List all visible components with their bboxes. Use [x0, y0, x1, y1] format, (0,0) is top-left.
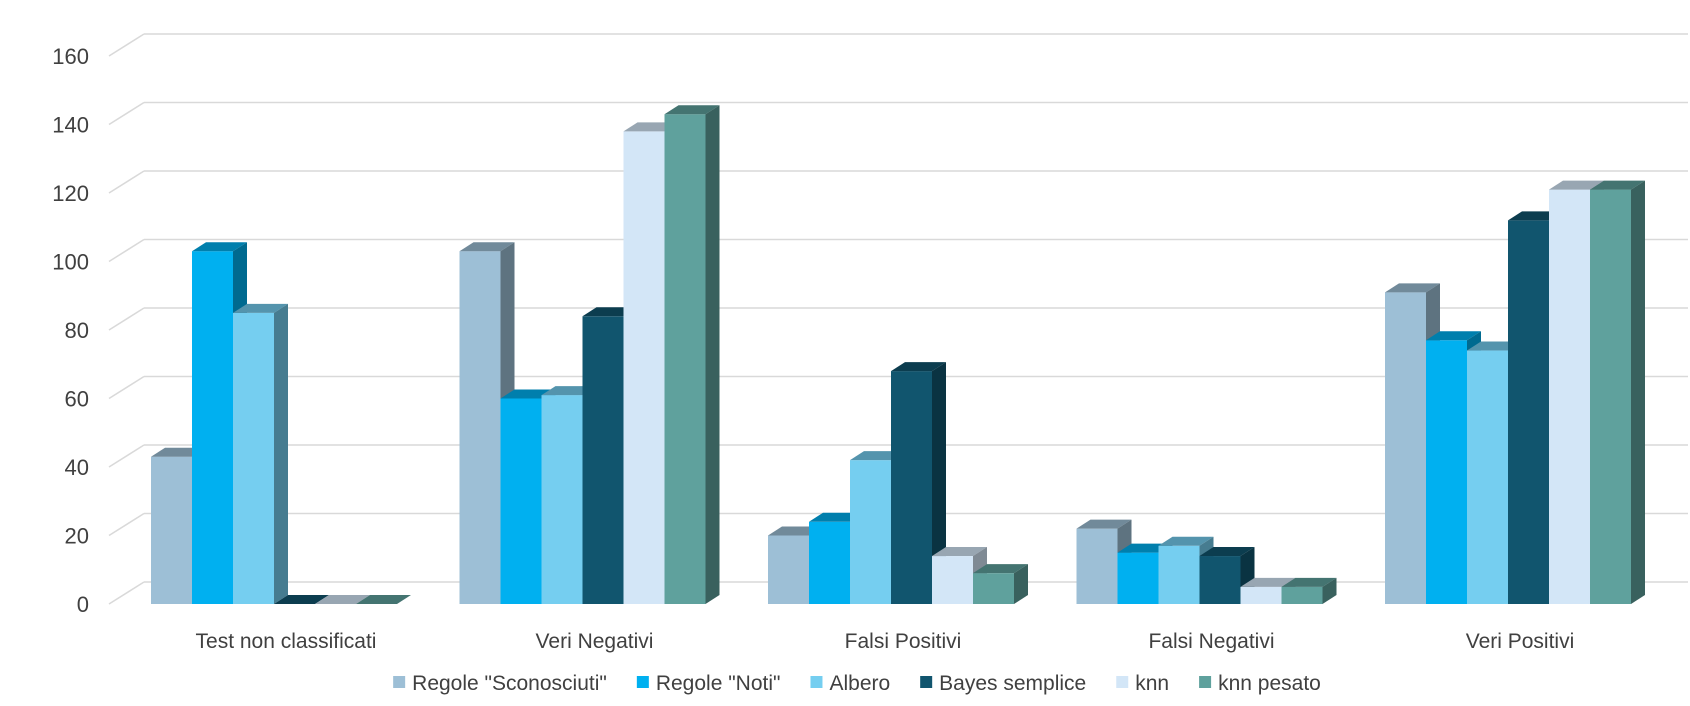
legend-item: Regole "Sconosciuti" — [393, 672, 607, 695]
legend-item: Regole "Noti" — [636, 672, 781, 695]
y-tick-label: 160 — [52, 44, 89, 69]
legend-swatch — [393, 676, 406, 688]
y-tick-label: 140 — [52, 113, 89, 138]
legend-item: knn — [1116, 672, 1169, 695]
category-label: Veri Negativi — [536, 630, 654, 653]
legend-label: Bayes semplice — [939, 672, 1086, 695]
bar — [664, 105, 720, 604]
bar — [356, 595, 411, 604]
gridline — [108, 33, 1688, 57]
y-tick-label: 100 — [52, 250, 89, 275]
legend-item: Albero — [810, 672, 890, 695]
legend-label: knn pesato — [1218, 672, 1321, 695]
legend-label: Albero — [829, 672, 890, 695]
y-tick-label: 60 — [65, 387, 89, 412]
category-label: Test non classificati — [196, 630, 377, 653]
legend-item: Bayes semplice — [920, 672, 1086, 695]
gridline — [108, 238, 1688, 263]
legend: Regole "Sconosciuti" Regole "Noti" Albero B… — [393, 672, 1321, 695]
category-label: Falsi Negativi — [1148, 630, 1274, 653]
y-tick-label: 120 — [52, 181, 89, 206]
legend-label: Regole "Sconosciuti" — [412, 672, 607, 695]
legend-swatch — [636, 676, 649, 688]
bar — [891, 362, 946, 604]
legend-label: Regole "Noti" — [656, 672, 781, 695]
bar — [233, 303, 288, 604]
bar — [315, 595, 370, 604]
x-axis: Test non classificati Veri Negativi Falsi … — [196, 630, 1575, 653]
y-tick-label: 0 — [77, 592, 89, 617]
bar — [1281, 577, 1337, 604]
legend-swatch — [1116, 676, 1129, 688]
bar — [973, 564, 1028, 604]
gridline — [108, 170, 1688, 194]
bar — [1199, 547, 1255, 604]
y-tick-label: 20 — [65, 524, 89, 549]
y-tick-label: 40 — [65, 455, 89, 480]
legend-swatch — [1199, 676, 1212, 688]
legend-swatch — [920, 676, 933, 688]
legend-item: knn pesato — [1199, 672, 1321, 695]
gridline — [108, 307, 1688, 331]
bar — [274, 595, 329, 604]
gridline — [108, 101, 1688, 126]
bars — [151, 105, 1645, 604]
category-label: Veri Positivi — [1466, 630, 1575, 653]
y-axis: 0 20 40 60 80 100 120 140 160 — [52, 44, 89, 617]
bar — [1590, 180, 1645, 604]
y-tick-label: 80 — [65, 318, 89, 343]
legend-label: knn — [1135, 672, 1169, 695]
legend-swatch — [810, 676, 823, 688]
category-label: Falsi Positivi — [845, 630, 962, 653]
